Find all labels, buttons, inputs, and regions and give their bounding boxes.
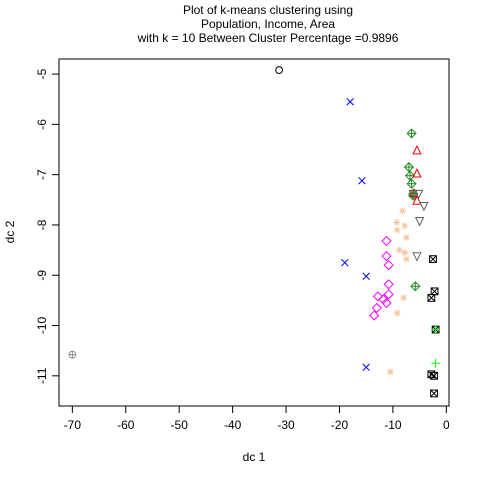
- chart-title-line-2: Population, Income, Area: [201, 17, 335, 31]
- data-point: [430, 389, 438, 398]
- plot-area-frame: [58, 58, 450, 407]
- data-point: [406, 178, 417, 189]
- x-tick-label: -40: [224, 418, 242, 432]
- data-point: [381, 251, 392, 262]
- data-point: [403, 162, 415, 173]
- data-point: [399, 207, 406, 215]
- data-point: [401, 249, 409, 257]
- data-point: [381, 235, 392, 247]
- y-tick-label: -11: [35, 367, 49, 384]
- x-axis: -70 -60 -50 -40 -30 -20 -10 0: [64, 405, 450, 432]
- x-tick-label: -10: [384, 418, 402, 432]
- data-point: [412, 145, 422, 155]
- data-point: [413, 189, 424, 200]
- data-point: [381, 297, 392, 309]
- data-point: [402, 234, 410, 241]
- data-point: [414, 217, 425, 227]
- data-point: [430, 287, 439, 296]
- data-point: [386, 368, 394, 376]
- data-point: [358, 176, 366, 185]
- x-tick-label: -20: [331, 418, 349, 432]
- data-point: [430, 371, 438, 380]
- data-point: [341, 258, 349, 267]
- data-point: [395, 246, 403, 254]
- data-point: [410, 281, 421, 292]
- data-point: [419, 201, 429, 212]
- data-point: [412, 252, 422, 262]
- data-point: [346, 97, 354, 106]
- data-points: [68, 66, 441, 398]
- data-point: [369, 310, 380, 321]
- data-point: [431, 358, 441, 368]
- chart-title-line-1: Plot of k-means clustering using: [183, 3, 353, 17]
- data-point: [402, 255, 410, 263]
- data-point: [412, 195, 422, 205]
- data-point: [429, 255, 437, 264]
- data-point: [401, 222, 409, 230]
- y-tick-label: -7: [35, 169, 49, 180]
- y-tick-label: -9: [35, 270, 49, 281]
- y-axis-title: dc 2: [3, 220, 17, 243]
- chart-title: Plot of k-means clustering using Populat…: [137, 3, 399, 45]
- data-point: [412, 168, 422, 178]
- x-tick-label: 0: [443, 418, 450, 432]
- data-point: [275, 66, 284, 74]
- data-point: [404, 170, 416, 181]
- data-point: [393, 309, 401, 317]
- data-point: [427, 293, 436, 302]
- x-axis-title: dc 1: [243, 450, 266, 464]
- data-point: [400, 294, 407, 302]
- x-tick-label: -30: [277, 418, 295, 432]
- data-point: [372, 291, 384, 302]
- y-tick-label: -10: [35, 317, 49, 335]
- data-point: [406, 128, 417, 139]
- data-point: [362, 363, 370, 372]
- chart-title-line-3: with k = 10 Between Cluster Percentage =…: [137, 31, 399, 45]
- y-axis: -5 -6 -7 -8 -9 -10 -11: [35, 68, 60, 384]
- x-tick-label: -50: [171, 418, 189, 432]
- data-point: [393, 226, 401, 234]
- y-tick-label: -8: [35, 219, 49, 230]
- data-point: [393, 219, 401, 226]
- data-point: [383, 260, 394, 271]
- x-tick-label: -70: [64, 418, 82, 432]
- data-point: [362, 272, 370, 281]
- y-tick-label: -6: [35, 119, 49, 130]
- data-point: [68, 350, 77, 359]
- data-point: [383, 289, 394, 300]
- data-point: [383, 279, 394, 290]
- y-tick-label: -5: [35, 68, 49, 79]
- x-tick-label: -60: [117, 418, 135, 432]
- data-point: [408, 189, 418, 200]
- data-point: [431, 325, 441, 334]
- data-point: [371, 302, 382, 314]
